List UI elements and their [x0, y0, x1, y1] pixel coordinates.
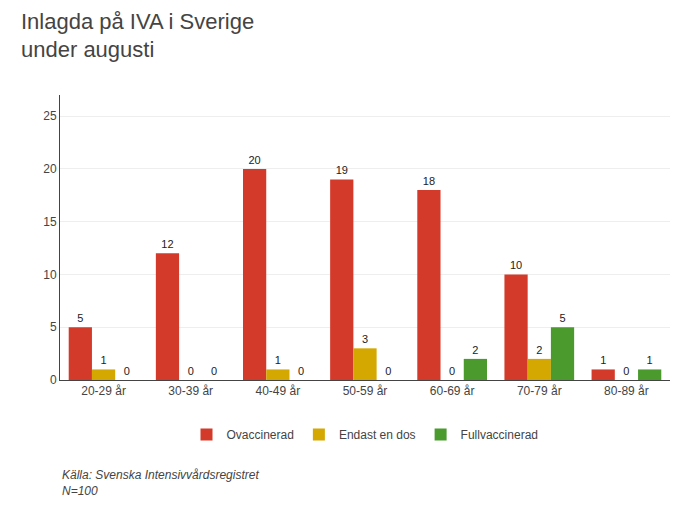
svg-text:Fullvaccinerad: Fullvaccinerad	[461, 428, 538, 442]
svg-text:0: 0	[623, 365, 629, 377]
svg-text:0: 0	[50, 373, 57, 387]
svg-text:25: 25	[43, 109, 57, 123]
svg-text:2: 2	[472, 344, 478, 356]
svg-text:2: 2	[536, 344, 542, 356]
svg-text:10: 10	[43, 268, 57, 282]
svg-text:18: 18	[423, 175, 435, 187]
svg-text:5: 5	[77, 312, 83, 324]
svg-text:0: 0	[298, 365, 304, 377]
svg-text:15: 15	[43, 215, 57, 229]
svg-text:50-59 år: 50-59 år	[343, 384, 388, 398]
svg-text:5: 5	[50, 320, 57, 334]
svg-text:Inlagda på IVA i Sverigeunder: Inlagda på IVA i Sverigeunder augusti	[21, 9, 254, 63]
svg-text:40-49 år: 40-49 år	[256, 384, 301, 398]
svg-text:70-79 år: 70-79 år	[517, 384, 562, 398]
svg-text:0: 0	[188, 365, 194, 377]
svg-text:5: 5	[559, 312, 565, 324]
svg-text:20: 20	[248, 154, 260, 166]
svg-text:80-89 år: 80-89 år	[604, 384, 649, 398]
svg-text:3: 3	[362, 333, 368, 345]
svg-text:Källa: Svenska Intensivvårdsre: Källa: Svenska IntensivvårdsregistretN=1…	[62, 468, 259, 498]
svg-text:1: 1	[647, 354, 653, 366]
svg-text:30-39 år: 30-39 år	[168, 384, 213, 398]
svg-text:20-29 år: 20-29 år	[81, 384, 126, 398]
svg-text:10: 10	[510, 259, 522, 271]
svg-text:0: 0	[449, 365, 455, 377]
svg-text:1: 1	[600, 354, 606, 366]
svg-text:0: 0	[385, 365, 391, 377]
svg-text:Ovaccinerad: Ovaccinerad	[227, 428, 294, 442]
svg-text:0: 0	[124, 365, 130, 377]
svg-text:1: 1	[101, 354, 107, 366]
svg-text:0: 0	[211, 365, 217, 377]
svg-text:1: 1	[275, 354, 281, 366]
svg-text:60-69 år: 60-69 år	[430, 384, 475, 398]
svg-text:20: 20	[43, 162, 57, 176]
svg-text:12: 12	[161, 238, 173, 250]
svg-text:19: 19	[336, 164, 348, 176]
svg-text:Endast en dos: Endast en dos	[339, 428, 416, 442]
